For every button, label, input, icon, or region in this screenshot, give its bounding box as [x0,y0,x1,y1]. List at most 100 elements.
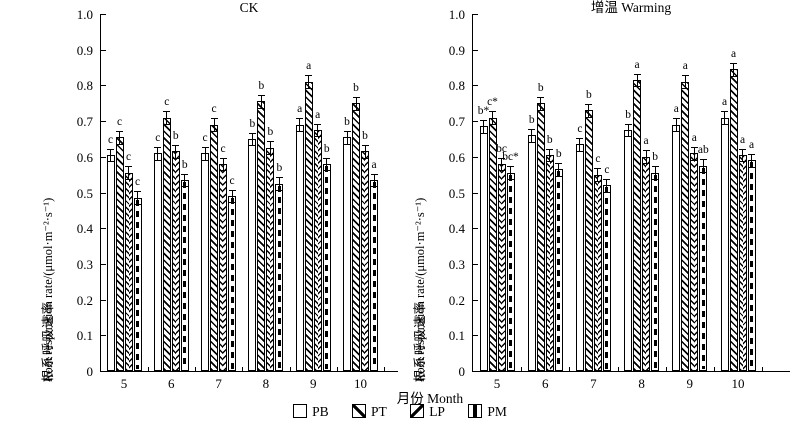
sig-letter: b [537,81,544,94]
y-tick [473,14,478,15]
bar-pb [720,117,729,371]
error-bar [260,95,262,108]
sig-letter: b [546,133,553,146]
bar-pt [681,81,690,371]
pm-dash-pattern [183,182,187,369]
y-tick [473,371,478,372]
error-bar-cap-top [498,157,505,159]
error-bar-cap-bottom [210,131,218,133]
error-bar [492,111,493,124]
sig-letter: c [155,131,161,144]
bar-lp [497,163,506,371]
error-bar-cap-bottom [739,161,746,163]
sig-letter: a [691,131,697,144]
error-bar-cap-bottom [480,132,487,134]
bar-pm [554,169,563,371]
error-bar-cap-top [296,118,304,120]
error-bar [579,137,581,151]
error-bar [175,145,177,158]
y-tick-label: 0.6 [76,149,93,165]
y-tick-label: 0 [458,364,466,379]
sig-letter: c [595,153,601,166]
bar-pb [527,135,536,371]
x-minor-tick [147,367,149,371]
legend-label-pb: PB [312,404,329,419]
error-bar-cap-top [642,150,650,152]
x-minor-tick [521,367,523,371]
legend-item-pm: PM [468,404,507,420]
bar-pb [624,130,633,371]
x-minor-tick [289,367,291,371]
error-bar-cap-top [489,111,496,113]
error-bar [317,123,319,137]
error-bar-cap-top [507,166,514,168]
sig-letter: b [258,80,265,93]
bar-pb [201,153,210,371]
error-bar-cap-bottom [314,136,322,138]
y-tick [101,49,106,51]
sig-letter: b [181,158,188,171]
error-bar [137,191,138,205]
x-axis-label: 月份 Month [396,391,464,406]
error-bar-cap-bottom [275,190,283,191]
pm-dash-pattern [230,198,234,369]
error-bar-cap-top [257,95,265,97]
error-bar-cap-bottom [498,170,505,172]
sig-letter: ab [697,144,709,157]
legend-item-lp: LP [410,404,445,420]
sig-letter: b [344,115,350,128]
y-tick [473,299,478,301]
legend-label-lp: LP [429,404,445,419]
y-tick-label: 0.7 [76,114,93,130]
sig-letter: b [586,88,592,101]
error-bar [326,157,328,171]
error-bar-cap-bottom [730,75,737,77]
sig-letter: bc* [502,151,519,164]
error-bar [702,159,704,173]
error-bar [645,150,647,164]
error-bar-cap-top [352,96,360,98]
bar-lp [545,155,554,371]
error-bar-cap-bottom [361,157,369,159]
x-tick-label: 9 [686,376,694,391]
error-bar [213,118,215,132]
sig-letter: a [739,133,746,146]
error-bar-cap-top [154,146,162,148]
legend-item-pt: PT [352,404,387,420]
pm-dash-pattern [605,187,609,369]
error-bar-cap-bottom [603,191,611,193]
error-bar [364,145,366,158]
y-tick [101,192,106,194]
error-bar-cap-top [370,173,378,175]
y-tick [101,85,106,87]
x-minor-tick [194,367,196,371]
error-bar [166,111,168,124]
sig-letter: b [528,113,535,126]
bar-pt [162,117,171,371]
sig-letter: b [555,147,562,160]
x-tick-label: 5 [493,376,501,391]
error-bar [540,96,542,110]
error-bar-cap-top [730,62,737,64]
error-bar [251,132,253,146]
error-bar-cap-top [537,96,545,98]
error-bar-cap-top [228,189,236,191]
sig-letter: c [604,163,610,176]
error-bar [742,148,743,162]
error-bar-cap-top [651,166,659,168]
error-bar-cap-bottom [633,86,641,88]
bar-lp [124,172,133,371]
error-bar-cap-top [624,123,632,125]
bar-pt [352,103,360,371]
error-bar-cap-top [275,177,283,179]
y-tick [101,371,106,372]
sig-letter: c* [487,96,498,109]
y-tick-label: 0.1 [448,328,465,344]
y-axis [100,14,101,372]
y-axis [472,14,473,372]
y-tick [101,263,106,265]
error-bar-cap-top [248,132,256,134]
y-tick [473,192,478,194]
pt-swatch-icon [352,404,367,418]
error-bar-cap-bottom [699,172,707,174]
